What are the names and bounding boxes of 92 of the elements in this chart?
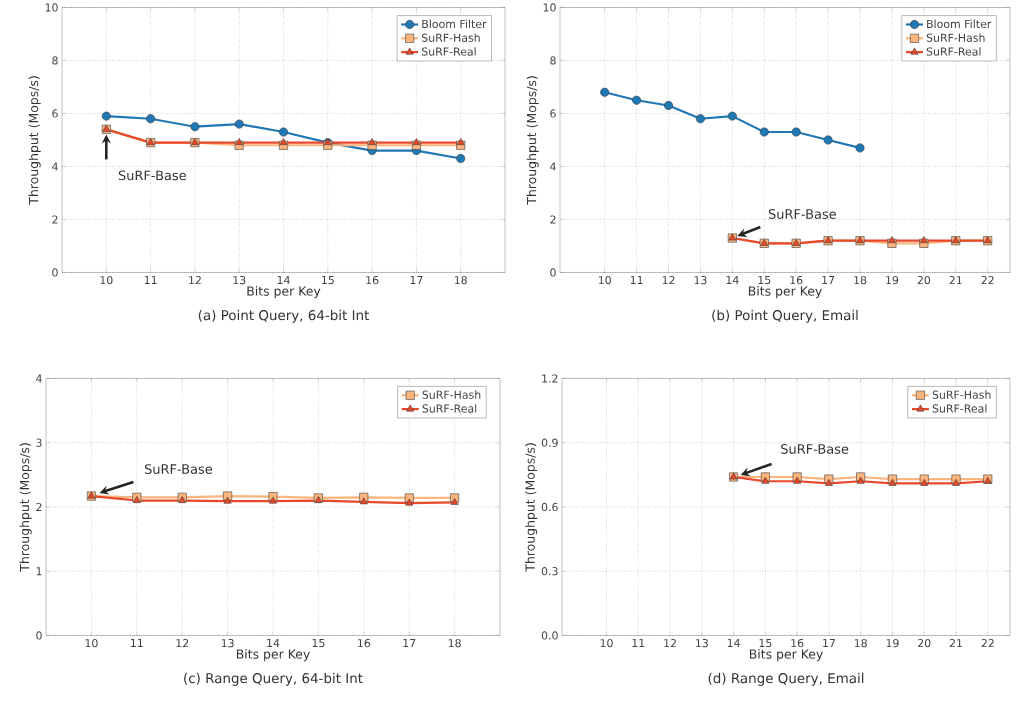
x-tick-label: 15 bbox=[758, 275, 771, 284]
y-tick-label: 1.2 bbox=[542, 374, 558, 383]
annotation: SuRF-Base bbox=[781, 443, 849, 454]
x-tick-label: 19 bbox=[886, 275, 899, 285]
x-tick-label: 13 bbox=[694, 275, 707, 285]
x-tick-label: 15 bbox=[322, 275, 334, 284]
x-axis-title: Bits per Key bbox=[236, 648, 310, 661]
annotation: SuRF-Base bbox=[118, 170, 186, 181]
x-tick-label: 17 bbox=[403, 638, 416, 647]
x-tick-label: 19 bbox=[886, 638, 899, 648]
y-tick-label: 0.6 bbox=[541, 502, 558, 511]
annotation: SuRF-Base bbox=[144, 463, 213, 474]
x-tick-label: 15 bbox=[312, 638, 325, 647]
y-axis-title: Throughput (Mops/s) bbox=[525, 443, 538, 572]
y-axis-title: Throughput (Mops/s) bbox=[19, 443, 32, 572]
y-tick-label: 4 bbox=[52, 162, 58, 171]
x-tick-label: 13 bbox=[696, 638, 708, 648]
x-tick-label: 16 bbox=[366, 275, 379, 285]
y-tick-label: 0 bbox=[550, 268, 556, 277]
x-tick-label: 17 bbox=[410, 275, 423, 284]
x-tick-label: 18 bbox=[448, 638, 461, 648]
y-tick-label: 1 bbox=[36, 567, 42, 575]
x-tick-label: 14 bbox=[726, 275, 739, 284]
x-tick-label: 22 bbox=[981, 638, 994, 647]
y-tick-label: 6 bbox=[52, 109, 58, 118]
y-tick-label: 4 bbox=[550, 162, 556, 171]
y-tick-label: 10 bbox=[45, 3, 58, 12]
x-tick-label: 18 bbox=[454, 275, 467, 285]
y-tick-label: 6 bbox=[550, 109, 556, 118]
x-axis-title: Bits per Key bbox=[247, 285, 321, 298]
y-tick-label: 2 bbox=[36, 502, 42, 511]
y-tick-label: 0 bbox=[52, 268, 58, 277]
y-tick-label: 0.3 bbox=[541, 566, 558, 576]
x-tick-label: 13 bbox=[233, 275, 246, 285]
legend-label: SuRF-Real bbox=[932, 403, 987, 413]
x-tick-label: 12 bbox=[664, 638, 676, 647]
x-tick-label: 17 bbox=[823, 638, 835, 647]
y-tick-label: 10 bbox=[543, 3, 556, 12]
text: (b) Point Query, Email bbox=[712, 309, 858, 323]
x-axis-title: Bits per Key bbox=[749, 648, 823, 661]
x-tick-label: 10 bbox=[598, 275, 611, 285]
y-tick-label: 0 bbox=[36, 631, 42, 640]
y-tick-label: 8 bbox=[52, 56, 58, 65]
legend-label: Bloom Filter bbox=[422, 19, 487, 28]
y-tick-label: 0.9 bbox=[541, 438, 558, 447]
x-tick-label: 18 bbox=[854, 275, 867, 285]
x-tick-label: 16 bbox=[358, 638, 371, 648]
x-tick-label: 12 bbox=[176, 638, 189, 647]
x-tick-label: 17 bbox=[822, 275, 835, 284]
legend-label: SuRF-Hash bbox=[422, 390, 481, 399]
x-axis-title: Bits per Key bbox=[748, 285, 822, 298]
x-tick-label: 11 bbox=[144, 275, 157, 284]
y-tick-label: 4 bbox=[36, 374, 42, 383]
y-axis-title: Throughput (Mops/s) bbox=[28, 76, 41, 205]
y-tick-label: 0.0 bbox=[541, 631, 558, 640]
x-tick-label: 16 bbox=[791, 638, 804, 648]
text: (a) Point Query, 64-bit Int bbox=[198, 309, 370, 323]
legend-label: SuRF-Hash bbox=[421, 33, 480, 42]
x-tick-label: 20 bbox=[917, 275, 931, 285]
legend-label: SuRF-Real bbox=[422, 403, 477, 413]
x-tick-label: 16 bbox=[790, 275, 803, 285]
x-tick-label: 11 bbox=[632, 638, 645, 647]
annotation: SuRF-Base bbox=[768, 208, 836, 219]
y-tick-label: 3 bbox=[36, 438, 42, 447]
x-tick-label: 22 bbox=[981, 275, 994, 284]
x-tick-label: 10 bbox=[600, 638, 613, 648]
x-tick-label: 18 bbox=[854, 638, 867, 648]
y-tick-label: 8 bbox=[550, 56, 556, 65]
x-tick-label: 15 bbox=[759, 638, 772, 647]
y-tick-label: 2 bbox=[52, 215, 58, 224]
x-tick-label: 11 bbox=[131, 638, 143, 647]
text: (c) Range Query, 64-bit Int bbox=[184, 672, 363, 686]
legend-label: SuRF-Hash bbox=[926, 33, 985, 42]
y-axis-title: Throughput (Mops/s) bbox=[526, 76, 539, 205]
legend-label: SuRF-Real bbox=[421, 46, 476, 56]
x-tick-label: 12 bbox=[189, 275, 201, 284]
legend-label: Bloom Filter bbox=[927, 19, 992, 28]
x-tick-label: 14 bbox=[267, 638, 280, 647]
x-tick-label: 10 bbox=[100, 275, 113, 285]
x-tick-label: 14 bbox=[727, 638, 740, 647]
x-tick-label: 21 bbox=[949, 275, 962, 284]
x-tick-label: 13 bbox=[221, 638, 234, 648]
x-tick-label: 10 bbox=[85, 638, 98, 648]
x-tick-label: 14 bbox=[277, 275, 290, 284]
x-tick-label: 12 bbox=[662, 275, 675, 284]
x-tick-label: 11 bbox=[630, 275, 643, 284]
legend-label: SuRF-Hash bbox=[932, 390, 991, 399]
x-tick-label: 21 bbox=[949, 638, 962, 647]
legend-label: SuRF-Real bbox=[926, 46, 981, 56]
text: (d) Range Query, Email bbox=[708, 672, 864, 686]
y-tick-label: 2 bbox=[550, 215, 556, 224]
x-tick-label: 20 bbox=[918, 638, 931, 648]
